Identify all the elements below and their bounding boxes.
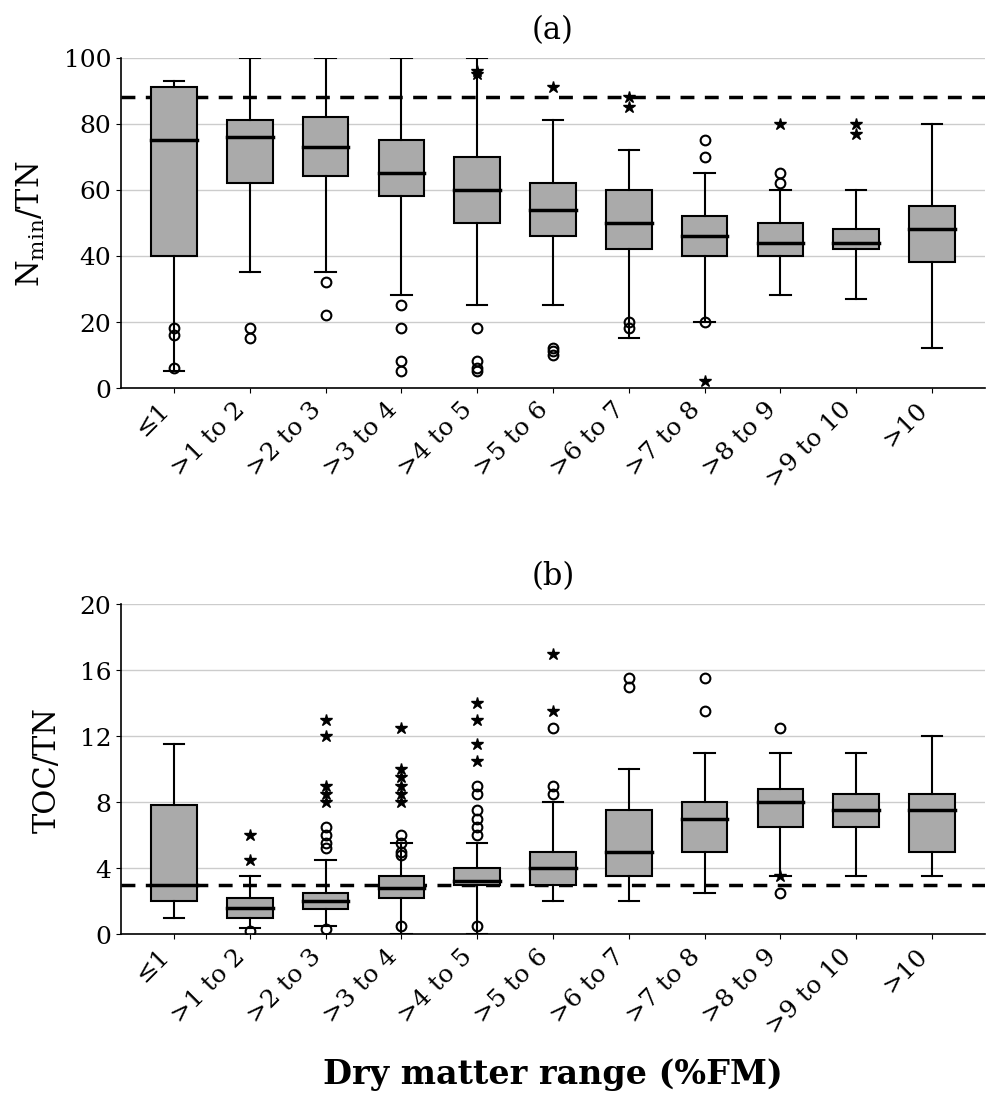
Bar [227, 122, 273, 183]
Y-axis label: N$_\mathregular{min}$/TN: N$_\mathregular{min}$/TN [15, 160, 47, 286]
Bar [379, 876, 424, 898]
Bar [151, 88, 197, 256]
Bar [530, 183, 576, 236]
Bar [151, 806, 197, 902]
Bar [454, 869, 500, 885]
Bar [606, 811, 652, 876]
Bar [909, 794, 955, 852]
Bar [909, 207, 955, 263]
Bar [606, 190, 652, 250]
Bar [682, 217, 727, 256]
Bar [758, 789, 803, 827]
Bar [833, 230, 879, 250]
Bar [758, 223, 803, 256]
Bar [227, 898, 273, 918]
Bar [454, 157, 500, 223]
X-axis label: Dry matter range (%FM): Dry matter range (%FM) [323, 1057, 783, 1090]
Bar [303, 118, 348, 177]
Title: (b): (b) [531, 561, 575, 592]
Y-axis label: TOC/TN: TOC/TN [32, 706, 63, 832]
Bar [530, 852, 576, 885]
Bar [379, 140, 424, 197]
Bar [682, 802, 727, 852]
Bar [833, 794, 879, 827]
Bar [303, 893, 348, 909]
Title: (a): (a) [532, 15, 574, 46]
